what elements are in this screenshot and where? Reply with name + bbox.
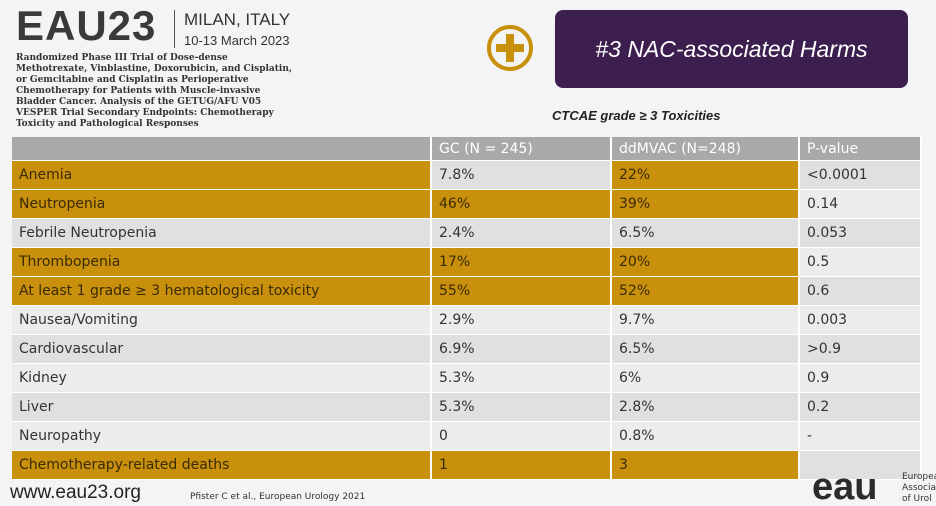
- table-cell: 39%: [612, 190, 800, 219]
- table-cell: 2.4%: [432, 219, 612, 248]
- table-cell: 46%: [432, 190, 612, 219]
- header-cell: GC (N = 245): [432, 137, 612, 161]
- table-cell: At least 1 grade ≥ 3 hematological toxic…: [12, 277, 432, 306]
- org-line: of Urol: [902, 494, 932, 504]
- table-cell: 0: [432, 422, 612, 451]
- table-cell: -: [800, 422, 922, 451]
- table-cell: Neuropathy: [12, 422, 432, 451]
- table-cell: 5.3%: [432, 364, 612, 393]
- table-cell: 3: [612, 451, 800, 480]
- table-cell: 6.5%: [612, 219, 800, 248]
- table-cell: Chemotherapy-related deaths: [12, 451, 432, 480]
- table-cell: Neutropenia: [12, 190, 432, 219]
- study-title: Randomized Phase III Trial of Dose-dense…: [16, 53, 293, 129]
- table-cell: <0.0001: [800, 161, 922, 190]
- table-cell: 0.053: [800, 219, 922, 248]
- table-cell: 2.8%: [612, 393, 800, 422]
- table-cell: 5.3%: [432, 393, 612, 422]
- plus-icon: [487, 25, 533, 71]
- header-cell: ddMVAC (N=248): [612, 137, 800, 161]
- reference: Pfister C et al., European Urology 2021: [190, 492, 366, 502]
- table-cell: 6%: [612, 364, 800, 393]
- dates: 10-13 March 2023: [184, 33, 290, 48]
- table-caption: CTCAE grade ≥ 3 Toxicities: [552, 108, 721, 123]
- table-cell: 6.5%: [612, 335, 800, 364]
- table-cell: 0.003: [800, 306, 922, 335]
- table-cell: Cardiovascular: [12, 335, 432, 364]
- header-cell: [12, 137, 432, 161]
- separator: [174, 10, 175, 48]
- city: MILAN, ITALY: [184, 10, 291, 29]
- table-cell: Anemia: [12, 161, 432, 190]
- table-cell: 6.9%: [432, 335, 612, 364]
- table-cell: Febrile Neutropenia: [12, 219, 432, 248]
- logo: EAU23: [16, 2, 157, 49]
- table-cell: [800, 451, 922, 480]
- table-cell: 2.9%: [432, 306, 612, 335]
- table-cell: 0.5: [800, 248, 922, 277]
- badge: #3 NAC-associated Harms: [555, 10, 908, 88]
- table-cell: 1: [432, 451, 612, 480]
- table-cell: 0.9: [800, 364, 922, 393]
- table-cell: 55%: [432, 277, 612, 306]
- url: www.eau23.org: [10, 482, 141, 503]
- table-cell: 0.6: [800, 277, 922, 306]
- table-cell: 0.8%: [612, 422, 800, 451]
- table-cell: 7.8%: [432, 161, 612, 190]
- table-cell: Nausea/Vomiting: [12, 306, 432, 335]
- table-cell: 0.14: [800, 190, 922, 219]
- header-cell: P-value: [800, 137, 922, 161]
- table-cell: 20%: [612, 248, 800, 277]
- table-cell: Kidney: [12, 364, 432, 393]
- table-cell: Liver: [12, 393, 432, 422]
- org-line: Europea: [902, 472, 936, 482]
- table-cell: 52%: [612, 277, 800, 306]
- org-line: Associa: [902, 483, 936, 493]
- table-cell: 9.7%: [612, 306, 800, 335]
- table-cell: >0.9: [800, 335, 922, 364]
- footer-logo: eau: [812, 466, 878, 506]
- table-cell: 22%: [612, 161, 800, 190]
- table-cell: 0.2: [800, 393, 922, 422]
- table-cell: 17%: [432, 248, 612, 277]
- table-cell: Thrombopenia: [12, 248, 432, 277]
